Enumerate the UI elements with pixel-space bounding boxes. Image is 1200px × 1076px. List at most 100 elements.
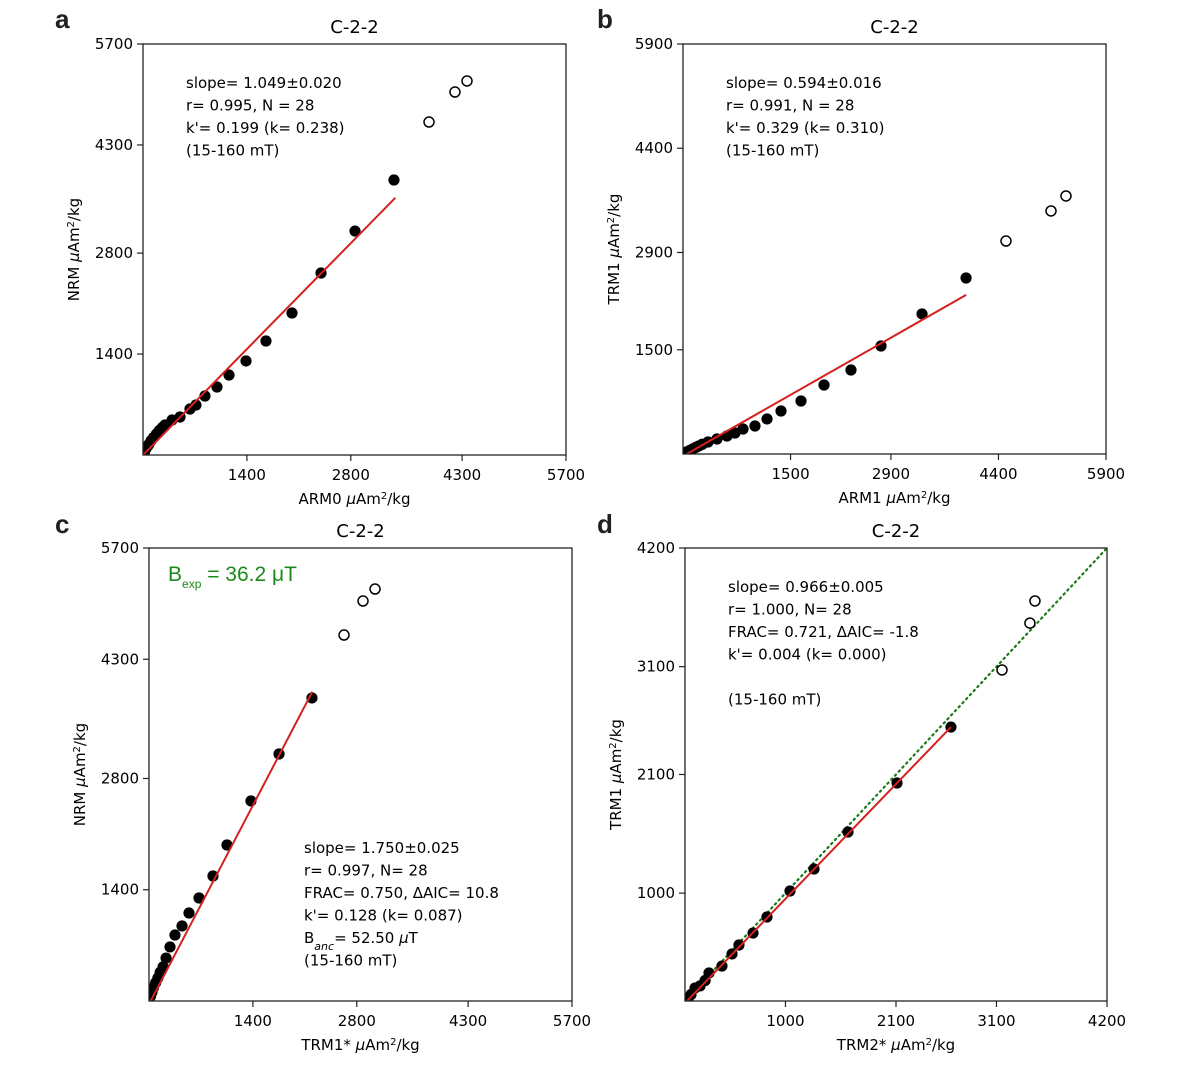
y-tick-label: 3100 [637, 658, 675, 676]
x-axis-label-superscript: 2 [390, 1037, 396, 1048]
y-axis-label-mu: μ [71, 777, 89, 788]
x-axis-label-am: Am [901, 1036, 926, 1054]
y-axis-label-prefix: NRM [71, 787, 89, 826]
y-axis-label-am: Am [605, 223, 623, 248]
data-point-included [349, 225, 361, 237]
chart-title: C-2-2 [330, 17, 378, 38]
data-point-excluded [1029, 595, 1041, 607]
chart-title: C-2-2 [336, 521, 384, 542]
data-point-included [737, 423, 749, 435]
data-point-excluded [1024, 617, 1036, 629]
panel-letter: b [597, 4, 613, 34]
data-point-included [157, 961, 169, 973]
x-axis-label-mu: μ [890, 1036, 901, 1054]
x-tick-label: 5700 [547, 466, 585, 484]
bexp-value: = 36.2 μT [201, 563, 297, 586]
banc-b: B [304, 929, 314, 947]
data-point-included [761, 413, 773, 425]
x-axis-label-unit: /kg [927, 489, 950, 507]
annotation-line: k'= 0.128 (k= 0.087) [304, 907, 463, 925]
panel-letter: a [55, 4, 70, 34]
data-point-included [795, 395, 807, 407]
x-axis-label-prefix: TRM2* [836, 1036, 891, 1054]
panel-letter: c [55, 509, 69, 539]
reference-line-1to1 [685, 548, 1107, 1001]
data-point-included [223, 369, 235, 381]
x-tick-label: 1500 [771, 465, 809, 483]
y-tick-label: 1500 [635, 341, 673, 359]
b-exp-label: Bexp = 36.2 μT [168, 563, 297, 591]
plot-area [685, 548, 1107, 1001]
y-tick-label: 4300 [95, 136, 133, 154]
data-point-excluded [338, 629, 350, 641]
x-axis-label-unit: /kg [396, 1036, 419, 1054]
data-point-included [306, 692, 318, 704]
bexp-subscript: exp [182, 577, 202, 591]
data-point-excluded [1000, 235, 1012, 247]
data-point-included [160, 952, 172, 964]
annotation-line: slope= 0.966±0.005 [728, 578, 884, 596]
data-point-included [199, 390, 211, 402]
data-point-included [169, 929, 181, 941]
data-point-included [749, 420, 761, 432]
annotation-line: (15-160 mT) [728, 691, 821, 709]
x-tick-label: 1400 [234, 1012, 272, 1030]
fit-line [685, 726, 952, 1001]
x-axis-label-superscript: 2 [926, 1037, 932, 1048]
plot-area [143, 75, 473, 455]
annotation-line: k'= 0.199 (k= 0.238) [186, 119, 345, 137]
y-tick-label: 4300 [101, 650, 139, 668]
data-point-included [240, 355, 252, 367]
annotation-line: r= 0.997, N= 28 [304, 862, 428, 880]
annotation-line: slope= 1.049±0.020 [186, 74, 342, 92]
data-point-included [845, 364, 857, 376]
y-axis-label-prefix: NRM [65, 262, 83, 301]
plot-area [149, 583, 381, 1001]
x-axis-label: TRM2* μAm2/kg [836, 1036, 955, 1054]
data-point-included [916, 308, 928, 320]
panel-d: d C-2-2 1000 2100 3100 4200 1000 2100 3100 4200 TR… [597, 509, 1126, 1054]
x-tick-label: 5900 [1087, 465, 1125, 483]
data-point-included [260, 335, 272, 347]
y-tick-label: 1400 [101, 881, 139, 899]
y-tick-label: 4400 [635, 139, 673, 157]
annotation-line: k'= 0.004 (k= 0.000) [728, 646, 887, 664]
chart-title: C-2-2 [872, 521, 920, 542]
banc-value: = 52.50 [334, 929, 399, 947]
plot-frame [148, 547, 573, 1002]
annotation-line: (15-160 mT) [304, 952, 397, 970]
y-axis-label-mu: μ [607, 774, 625, 785]
x-axis-label-mu: μ [355, 1036, 366, 1054]
data-point-included [207, 870, 219, 882]
x-axis-label-prefix: TRM1* [300, 1036, 355, 1054]
y-axis-label: TRM1 μAm2/kg [605, 194, 623, 306]
y-tick-label: 4200 [637, 539, 675, 557]
data-point-excluded [461, 75, 473, 87]
x-axis-label-am: Am [365, 1036, 390, 1054]
data-point-included [733, 939, 745, 951]
panel-c: c C-2-2 1400 2800 4300 5700 1400 2800 4300 5700 TR… [55, 509, 591, 1054]
data-point-included [775, 405, 787, 417]
x-axis-label-superscript: 2 [921, 490, 927, 501]
data-point-included [193, 892, 205, 904]
data-point-included [784, 885, 796, 897]
y-axis-label-unit: /kg [607, 719, 625, 742]
fit-line [149, 691, 314, 1001]
x-tick-label: 1400 [228, 466, 266, 484]
fit-line [684, 293, 967, 454]
y-tick-label: 2800 [95, 244, 133, 262]
y-axis-label-am: Am [607, 749, 625, 774]
annotation-line: r= 1.000, N= 28 [728, 601, 852, 619]
x-tick-label: 2900 [872, 465, 910, 483]
data-point-excluded [996, 664, 1008, 676]
annotation-line: (15-160 mT) [186, 142, 279, 160]
banc-subscript: anc [314, 940, 334, 953]
panel-b: b C-2-2 1500 2900 4400 5900 1500 2900 4400 5900 AR… [597, 4, 1125, 507]
y-axis-label-mu: μ [605, 248, 623, 259]
data-point-included [176, 920, 188, 932]
x-tick-label: 5700 [553, 1012, 591, 1030]
banc-unit: T [408, 929, 419, 947]
data-point-included [211, 381, 223, 393]
x-axis-label: ARM0 μAm2/kg [299, 490, 411, 508]
annotation-line: FRAC= 0.721, ΔAIC= -1.8 [728, 623, 919, 641]
